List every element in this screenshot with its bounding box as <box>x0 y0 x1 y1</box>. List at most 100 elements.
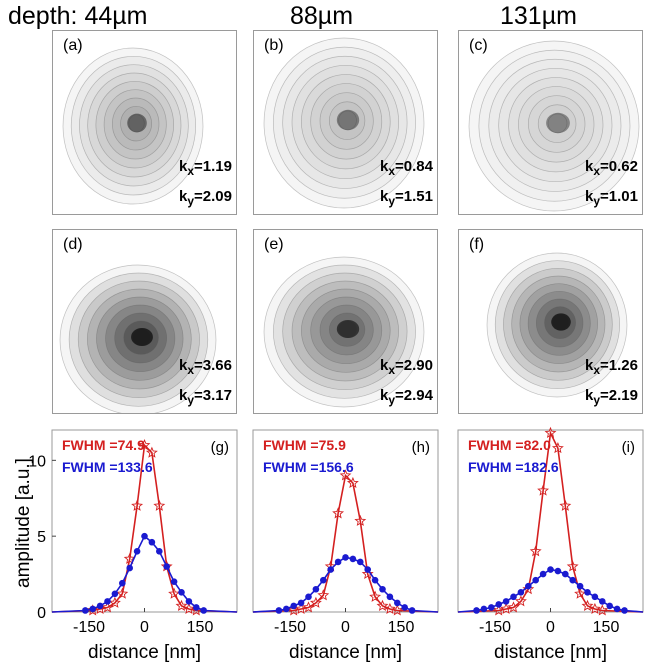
blue-fit-line <box>457 568 644 613</box>
plot-frame <box>252 429 439 613</box>
image-panel-c: (c) kx=0.62 ky=1.01 <box>458 30 643 215</box>
red-star-point <box>529 545 542 557</box>
red-star-point <box>574 587 587 599</box>
kx-symbol: k <box>179 158 188 175</box>
red-star-point <box>332 507 345 519</box>
blue-dot-point <box>539 570 547 578</box>
red-star-point <box>309 596 322 608</box>
blue-dot-point <box>119 579 126 587</box>
red-star-point <box>507 601 520 613</box>
kx-symbol: k <box>380 158 389 175</box>
blue-dot-point <box>599 598 606 605</box>
ky-number: =2.94 <box>395 387 433 404</box>
red-star-point <box>376 599 389 611</box>
blue-dot-point <box>613 605 621 613</box>
red-star-point <box>138 439 151 451</box>
x-tick-label: -150 <box>274 619 306 636</box>
blue-dot-point <box>473 607 480 614</box>
x-tick-label: 150 <box>593 619 620 636</box>
ky-number: =1.01 <box>600 188 638 205</box>
blue-dot-point <box>89 605 96 613</box>
ky-subscript: y <box>388 393 396 407</box>
red-star-point <box>559 499 572 511</box>
blue-dot-point <box>133 548 141 555</box>
ky-subscript: y <box>187 194 195 208</box>
intensity-map <box>468 40 640 212</box>
red-star-point <box>116 587 129 599</box>
ky-subscript: y <box>388 194 396 208</box>
red-star-point <box>346 476 359 489</box>
x-tick-label: -150 <box>479 619 511 636</box>
panel-label: (c) <box>469 37 488 54</box>
kx-number: =3.66 <box>194 357 232 374</box>
ky-symbol: k <box>585 188 594 205</box>
x-tick-label: 0 <box>546 619 555 636</box>
blue-dot-point <box>621 607 628 614</box>
blue-dot-point <box>297 599 305 607</box>
x-axis-label-i: distance [nm] <box>494 642 607 663</box>
kx-value: kx=1.26 <box>585 357 638 377</box>
blue-dot-point <box>178 588 185 596</box>
kx-value: kx=3.66 <box>179 357 232 377</box>
y-tick-label: 0 <box>37 605 46 622</box>
intensity-map <box>263 37 425 209</box>
red-star-point <box>522 583 535 595</box>
red-star-point <box>391 604 404 616</box>
blue-dot-point <box>379 585 386 593</box>
x-tick-label: 150 <box>388 619 415 636</box>
blue-dot-point <box>327 566 335 573</box>
blue-dot-point <box>275 607 283 614</box>
x-axis-label-h: distance [nm] <box>289 642 402 663</box>
blue-dot-point <box>562 570 569 578</box>
kx-subscript: x <box>388 164 396 178</box>
ky-subscript: y <box>187 393 195 407</box>
blue-dot-point <box>141 532 148 540</box>
ky-value: ky=1.01 <box>585 188 638 208</box>
kx-value: kx=1.19 <box>179 158 232 178</box>
panel-label: (d) <box>63 236 83 253</box>
kx-number: =0.84 <box>395 158 433 175</box>
image-panel-b: (b) kx=0.84 ky=1.51 <box>253 30 438 215</box>
red-star-point <box>581 599 594 611</box>
red-fwhm-legend: FWHM =74.9 <box>62 437 145 453</box>
red-star-point <box>302 601 315 613</box>
image-panel-d: (d) kx=3.66 ky=3.17 <box>52 229 237 414</box>
red-fwhm-legend: FWHM =75.9 <box>263 437 346 453</box>
red-fit-line <box>252 473 439 613</box>
red-star-point <box>361 567 374 580</box>
blue-fwhm-legend: FWHM =156.6 <box>263 459 354 475</box>
panel-label: (e) <box>264 236 284 253</box>
intensity-map <box>59 264 217 413</box>
blue-dot-point <box>502 598 510 605</box>
kx-number: =1.19 <box>194 158 232 175</box>
blue-dot-point <box>480 605 488 613</box>
image-panel-f: (f) kx=1.26 ky=2.19 <box>458 229 643 414</box>
ky-symbol: k <box>380 387 389 404</box>
blue-dot-point <box>488 604 495 611</box>
ky-number: =2.09 <box>194 188 232 205</box>
blue-dot-point <box>126 564 133 572</box>
blue-dot-point <box>532 576 539 584</box>
intensity-map <box>263 256 425 408</box>
ky-symbol: k <box>179 188 188 205</box>
blue-dot-point <box>96 602 104 610</box>
ky-number: =2.19 <box>600 387 638 404</box>
red-star-point <box>537 484 550 496</box>
plot-panel-label: (i) <box>622 439 635 456</box>
ky-symbol: k <box>380 188 389 205</box>
red-star-point <box>131 499 144 511</box>
ky-symbol: k <box>179 387 188 404</box>
ky-value: ky=3.17 <box>179 387 232 407</box>
y-tick-label: 10 <box>28 453 46 470</box>
blue-dot-point <box>82 607 89 614</box>
blue-dot-point <box>510 593 517 601</box>
kx-subscript: x <box>187 363 195 377</box>
blue-fit-line <box>252 556 439 613</box>
blue-dot-point <box>584 588 591 596</box>
blue-dot-point <box>554 567 562 575</box>
red-star-point <box>596 604 609 616</box>
kx-symbol: k <box>179 357 188 374</box>
red-star-point <box>101 601 114 613</box>
kx-value: kx=0.62 <box>585 158 638 178</box>
